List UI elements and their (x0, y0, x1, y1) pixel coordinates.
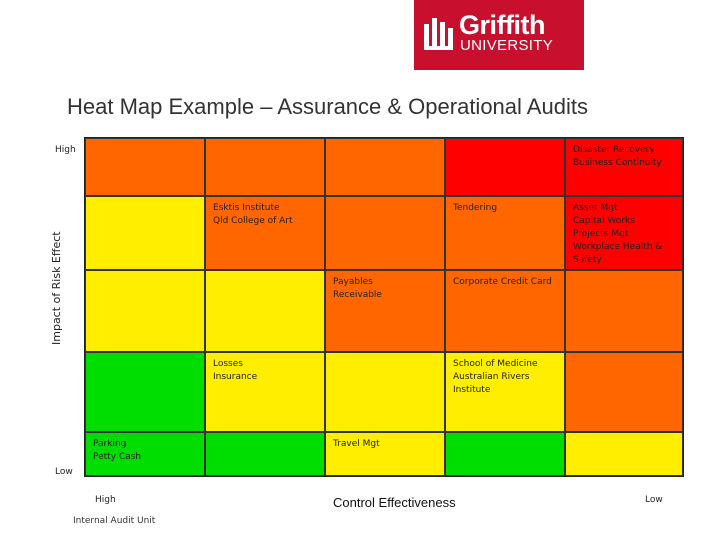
heatmap-cell-r5-c1: Parking Petty Cash (85, 432, 205, 476)
cell-label-line: Corporate Credit Card (453, 277, 552, 287)
heatmap-cell-r5-c4 (445, 432, 565, 476)
cell-label-line: Institute (453, 385, 491, 395)
cell-label: Losses Insurance (213, 358, 257, 384)
heatmap-cell-r2-c2: Esktis Institute Qld College of Art (205, 196, 325, 270)
heatmap-cell-r4-c1 (85, 352, 205, 432)
cell-label: Corporate Credit Card (453, 276, 552, 289)
cell-label-line: Insurance (213, 372, 258, 382)
cell-label-line: Qld College of Art (213, 216, 293, 226)
cell-label-line: Australian Rivers (453, 372, 530, 382)
y-axis-low-label: Low (55, 467, 73, 477)
cell-label-line: Parking (93, 439, 127, 449)
heatmap-cell-r4-c3 (325, 352, 445, 432)
heatmap-cell-r4-c5 (565, 352, 683, 432)
cell-label-line: Receivable (333, 290, 382, 300)
griffith-crest-icon (424, 18, 453, 50)
y-axis-high-label: High (55, 145, 76, 155)
cell-label: Tendering (453, 202, 497, 215)
heatmap-cell-r3-c4: Corporate Credit Card (445, 270, 565, 352)
cell-label-line: School of Medicine (453, 359, 538, 369)
cell-label-line: Petty Cash (93, 452, 142, 462)
cell-label-line: Projects Mgt (573, 229, 629, 239)
cell-label: Esktis Institute Qld College of Art (213, 202, 293, 228)
cell-label: Parking Petty Cash (93, 438, 141, 464)
griffith-logo: Griffith UNIVERSITY (414, 0, 584, 70)
cell-label-line: Workplace Health & (573, 242, 663, 252)
heatmap-cell-r2-c4: Tendering (445, 196, 565, 270)
x-axis-label: Control Effectiveness (333, 495, 456, 510)
heatmap-cell-r5-c3: Travel Mgt (325, 432, 445, 476)
y-axis-label: Impact of Risk Effect (50, 231, 63, 345)
heatmap-cell-r1-c5: Disaster Recovery Business Continuity (565, 138, 683, 196)
cell-label-line: Business Continuity (573, 158, 662, 168)
heatmap-cell-r3-c5 (565, 270, 683, 352)
heatmap-cell-r2-c1 (85, 196, 205, 270)
x-axis-low-label: Low (645, 495, 663, 505)
cell-label: Travel Mgt (333, 438, 380, 451)
cell-label: Asset Mgt Capital Works Projects Mgt Workpl… (573, 202, 662, 267)
heatmap-grid: Disaster Recovery Business Continuity Eskt… (84, 137, 684, 477)
heatmap-cell-r3-c2 (205, 270, 325, 352)
heatmap-cell-r1-c4 (445, 138, 565, 196)
heatmap-cell-r5-c2 (205, 432, 325, 476)
footer-text: Internal Audit Unit (73, 516, 156, 526)
heatmap-cell-r3-c3: Payables Receivable (325, 270, 445, 352)
heatmap-cell-r1-c2 (205, 138, 325, 196)
cell-label-line: Losses (213, 359, 243, 369)
cell-label-line: Travel Mgt (333, 439, 380, 449)
cell-label: Disaster Recovery Business Continuity (573, 144, 662, 170)
heatmap-cell-r5-c5 (565, 432, 683, 476)
cell-label: School of Medicine Australian Rivers Insti… (453, 358, 537, 397)
x-axis-high-label: High (95, 495, 116, 505)
heatmap-cell-r3-c1 (85, 270, 205, 352)
page-title: Heat Map Example – Assurance & Operation… (67, 94, 588, 119)
heatmap-cell-r2-c5: Asset Mgt Capital Works Projects Mgt Workpl… (565, 196, 683, 270)
cell-label-line: Asset Mgt (573, 203, 618, 213)
heatmap-cell-r2-c3 (325, 196, 445, 270)
cell-label-line: Disaster Recovery (573, 145, 655, 155)
cell-label: Payables Receivable (333, 276, 382, 302)
cell-label-line: Capital Works (573, 216, 635, 226)
cell-label-line: Safety (573, 255, 602, 265)
cell-label-line: Esktis Institute (213, 203, 280, 213)
heatmap-cell-r4-c2: Losses Insurance (205, 352, 325, 432)
cell-label-line: Tendering (453, 203, 498, 213)
logo-name: Griffith (459, 10, 545, 40)
heatmap-cell-r1-c3 (325, 138, 445, 196)
logo-subtitle: UNIVERSITY (460, 37, 554, 54)
heatmap-cell-r4-c4: School of Medicine Australian Rivers Insti… (445, 352, 565, 432)
heatmap-cell-r1-c1 (85, 138, 205, 196)
cell-label-line: Payables (333, 277, 373, 287)
